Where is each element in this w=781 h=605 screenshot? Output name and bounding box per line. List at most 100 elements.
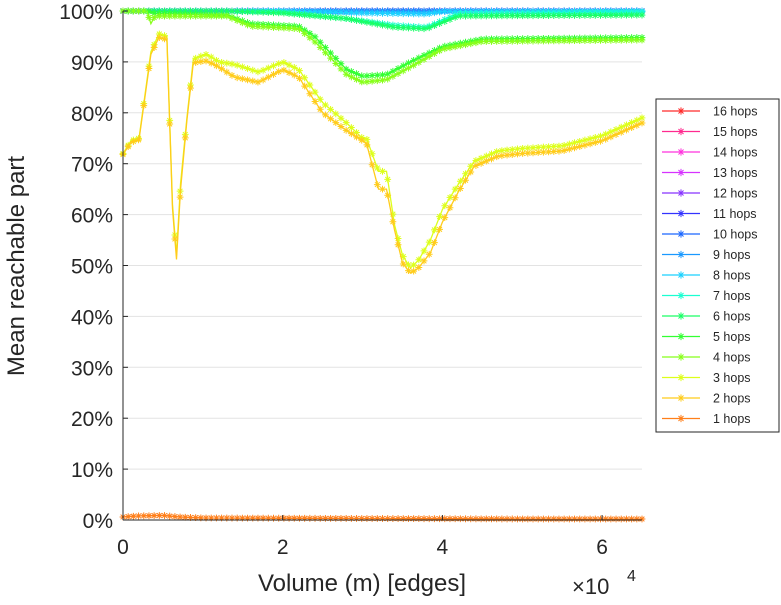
- data-point: [529, 149, 537, 157]
- data-point: [446, 515, 454, 523]
- data-point: [628, 119, 636, 126]
- data-point: [586, 11, 594, 19]
- legend-swatch-marker: [677, 332, 685, 341]
- tick-labels: 0% 10% 20% 30% 40% 50% 60% 70% 80% 90% 100% 0 2 4 6: [59, 1, 608, 559]
- data-point: [555, 37, 563, 45]
- data-point: [545, 12, 552, 19]
- data-point: [181, 513, 189, 521]
- data-point: [249, 8, 257, 16]
- y-tick-label: 90%: [71, 52, 113, 75]
- data-point: [259, 23, 267, 31]
- data-point: [581, 141, 589, 149]
- data-point: [327, 54, 334, 62]
- legend-swatch-marker: [677, 107, 685, 115]
- data-point: [462, 176, 469, 184]
- data-point: [135, 7, 142, 15]
- data-point: [591, 134, 599, 141]
- data-point: [316, 514, 324, 522]
- data-point: [451, 43, 459, 51]
- data-point: [451, 13, 459, 21]
- data-point: [192, 7, 200, 15]
- legend-label: 2 hops: [713, 392, 751, 406]
- data-point: [524, 149, 532, 157]
- data-point: [607, 515, 615, 523]
- data-point: [405, 10, 412, 18]
- data-point: [503, 146, 511, 154]
- data-point: [389, 72, 397, 80]
- data-point: [451, 194, 459, 202]
- data-point: [166, 12, 174, 20]
- data-point: [373, 164, 381, 172]
- data-point: [597, 132, 604, 140]
- data-point: [425, 24, 433, 32]
- data-point: [436, 225, 443, 233]
- data-point: [228, 71, 236, 79]
- data-point: [306, 514, 314, 522]
- data-point: [187, 12, 194, 20]
- legend-swatch-marker: [677, 373, 685, 382]
- data-point: [150, 44, 158, 51]
- data-point: [591, 515, 599, 523]
- data-point: [213, 56, 220, 64]
- series-2-hops: [119, 34, 646, 275]
- data-point: [477, 12, 485, 20]
- data-point: [519, 145, 527, 152]
- data-point: [560, 515, 568, 523]
- data-point: [322, 13, 329, 21]
- data-point: [384, 175, 392, 183]
- data-point: [565, 37, 573, 45]
- data-point: [192, 54, 200, 62]
- data-point: [436, 20, 443, 27]
- legend-swatch-marker: [677, 312, 685, 320]
- data-point: [441, 18, 449, 25]
- data-point: [379, 185, 386, 193]
- data-point: [140, 7, 148, 15]
- data-point: [285, 10, 293, 17]
- legend-label: 8 hops: [713, 269, 751, 283]
- data-point: [431, 22, 438, 30]
- data-point: [591, 139, 599, 146]
- data-point: [306, 12, 314, 19]
- data-point: [301, 74, 309, 82]
- data-point: [270, 24, 277, 31]
- data-point: [477, 38, 485, 46]
- data-point: [347, 9, 355, 17]
- data-point: [311, 88, 319, 96]
- data-point: [290, 71, 298, 79]
- data-point: [607, 11, 615, 19]
- data-point: [493, 148, 501, 156]
- data-point: [399, 62, 407, 70]
- data-point: [420, 515, 428, 523]
- legend-entry: 10 hops: [662, 228, 757, 242]
- legend-entry: 12 hops: [662, 187, 757, 201]
- data-point: [524, 144, 532, 152]
- data-point: [394, 515, 402, 522]
- data-point: [415, 54, 423, 62]
- data-point: [145, 13, 153, 21]
- data-point: [399, 67, 407, 75]
- data-point: [431, 226, 438, 234]
- data-point: [363, 78, 371, 86]
- data-point: [503, 37, 511, 45]
- data-point: [270, 9, 277, 17]
- data-point: [394, 10, 402, 18]
- data-point: [187, 514, 194, 521]
- data-point: [410, 261, 418, 269]
- data-point: [213, 7, 220, 15]
- data-point: [638, 119, 646, 127]
- data-point: [425, 250, 433, 258]
- data-point: [337, 515, 345, 522]
- data-point: [218, 65, 226, 73]
- data-point: [550, 148, 558, 155]
- data-point: [322, 514, 329, 522]
- data-point: [197, 514, 205, 522]
- data-point: [441, 8, 449, 15]
- data-point: [306, 81, 314, 89]
- data-point: [238, 75, 246, 83]
- data-point: [306, 34, 314, 42]
- data-point: [394, 70, 402, 77]
- data-point: [145, 8, 153, 16]
- data-point: [285, 24, 293, 32]
- data-point: [617, 515, 625, 523]
